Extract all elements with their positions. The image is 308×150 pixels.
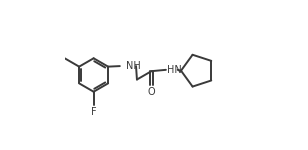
Text: O: O — [148, 87, 155, 98]
Text: HN: HN — [167, 65, 181, 75]
Text: NH: NH — [126, 61, 140, 71]
Text: F: F — [91, 107, 96, 117]
